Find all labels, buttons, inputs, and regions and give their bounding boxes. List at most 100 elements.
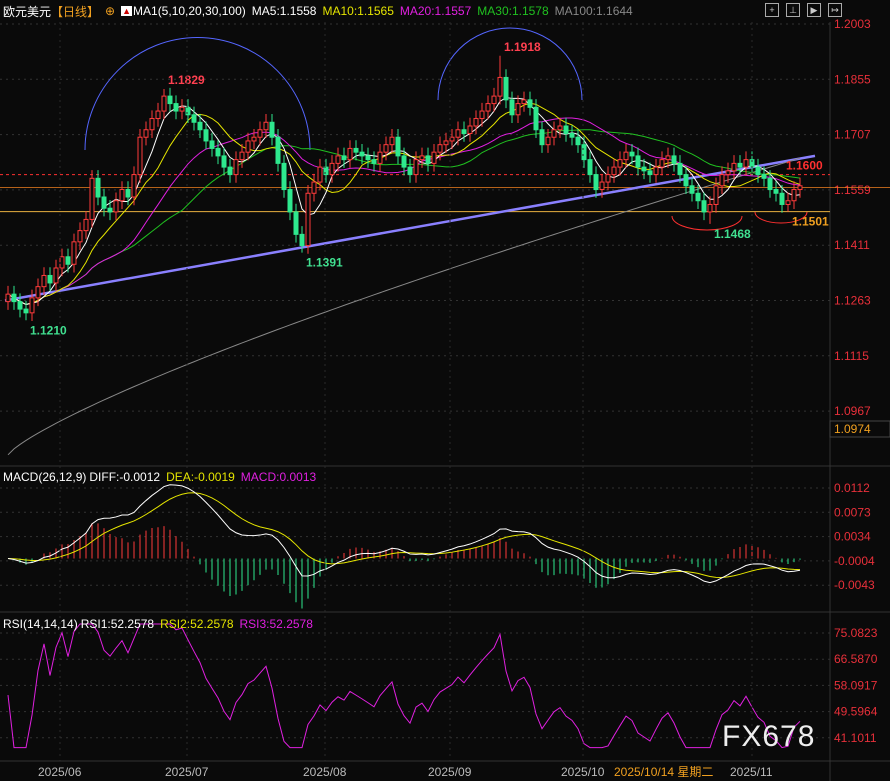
candle-body: [341, 155, 347, 161]
candle-body: [239, 151, 245, 161]
exit-icon[interactable]: ↦: [828, 3, 842, 17]
ma30-value: MA30:1.1578: [477, 4, 549, 18]
chart-icon[interactable]: ⊥: [786, 3, 800, 17]
rsi-tick: 66.5870: [834, 652, 878, 666]
candle-body: [479, 110, 485, 120]
rsi-header: RSI(14,14,14) RSI1:52.2578 RSI2:52.2578 …: [3, 617, 313, 631]
candle-body: [143, 129, 149, 138]
candle-body: [533, 106, 539, 131]
ma20-value: MA20:1.1557: [399, 4, 472, 18]
candle-body: [353, 147, 359, 153]
candle-body: [281, 162, 287, 191]
symbol-name: 欧元美元: [3, 4, 52, 19]
ma-icon[interactable]: ▲: [121, 6, 133, 16]
candle-body: [401, 155, 407, 168]
candle-body: [503, 76, 509, 101]
rsi-tick: 49.5964: [834, 705, 878, 719]
diff-line: [7, 484, 801, 584]
chart-header: 欧元美元 【日线】 ⊕ ▲ MA1(5,10,20,30,100) MA5:1.…: [0, 0, 890, 22]
candle-body: [155, 110, 161, 120]
price-tick: 1.1115: [834, 349, 869, 363]
candle-body: [107, 207, 113, 213]
candle-body: [587, 159, 593, 176]
price-tick: 1.0967: [834, 404, 871, 418]
macd-tick: 0.0112: [834, 481, 870, 495]
export-icon[interactable]: ▶: [807, 3, 821, 17]
candle-body: [101, 196, 107, 209]
date-tick: 2025/10: [561, 765, 605, 779]
candle-body: [179, 106, 185, 112]
candle-body: [701, 200, 707, 213]
candle-body: [509, 99, 515, 116]
candle-body: [719, 174, 725, 187]
candle-body: [611, 166, 617, 176]
candle-body: [47, 274, 53, 284]
cursor-date-box: [612, 763, 722, 781]
candle-body: [629, 151, 635, 157]
candle-body: [371, 159, 377, 164]
head-arc: [84, 37, 311, 151]
candle-body: [293, 211, 299, 235]
candle-body: [641, 166, 647, 172]
candle-body: [389, 136, 395, 146]
candle-body: [467, 125, 473, 134]
current-price-label: 1.0974: [834, 422, 871, 436]
candle-body: [581, 144, 587, 161]
price-annotation: 1.1210: [30, 323, 67, 337]
candle-body: [707, 203, 713, 213]
candle-body: [557, 125, 563, 131]
candle-body: [77, 230, 83, 243]
candle-body: [11, 293, 17, 303]
candle-body: [551, 129, 557, 138]
candle-body: [515, 103, 521, 116]
candle-body: [269, 121, 275, 138]
candle-body: [317, 166, 323, 183]
candle-body: [383, 144, 389, 153]
settings-icon[interactable]: ⊕: [105, 4, 116, 18]
price-tick: 1.1559: [834, 183, 871, 197]
candle-body: [635, 155, 641, 168]
macd-tick: -0.0004: [834, 554, 875, 568]
candle-body: [233, 159, 239, 176]
price-annotation: 1.1501: [792, 215, 829, 229]
candle-body: [569, 132, 575, 138]
candle-body: [197, 121, 203, 131]
candle-body: [689, 185, 695, 194]
candle-body: [647, 170, 653, 176]
crosshair-icon[interactable]: +: [765, 3, 779, 17]
candle-body: [71, 241, 77, 265]
candle-body: [743, 159, 749, 168]
candle-body: [497, 76, 503, 97]
period-selector[interactable]: 【日线】: [51, 4, 100, 19]
macd-tick: 0.0073: [834, 505, 871, 519]
price-tick: 1.2003: [834, 17, 871, 31]
candle-body: [437, 144, 443, 153]
date-tick: 2025/09: [428, 765, 472, 779]
candle-body: [773, 189, 779, 194]
candle-body: [311, 181, 317, 194]
candle-body: [65, 256, 71, 265]
candle-body: [413, 159, 419, 176]
candle-body: [683, 174, 689, 187]
date-tick: 2025/06: [38, 765, 82, 779]
candle-body: [95, 177, 101, 198]
head-arc: [437, 27, 583, 101]
candle-body: [17, 301, 23, 310]
candle-body: [113, 200, 119, 213]
candle-body: [257, 129, 263, 138]
candle-body: [677, 162, 683, 176]
rsi-tick: 75.0823: [834, 626, 878, 640]
candle-body: [407, 166, 413, 176]
candle-body: [335, 155, 341, 164]
candle-body: [83, 218, 89, 232]
macd-tick: 0.0034: [834, 530, 871, 544]
candle-body: [485, 103, 491, 112]
candle-body: [359, 151, 365, 157]
candle-body: [221, 155, 227, 168]
watermark: FX678: [722, 720, 816, 753]
candle-body: [545, 136, 551, 146]
candle-body: [605, 174, 611, 183]
candle-body: [617, 159, 623, 168]
date-tick: 2025/08: [303, 765, 347, 779]
